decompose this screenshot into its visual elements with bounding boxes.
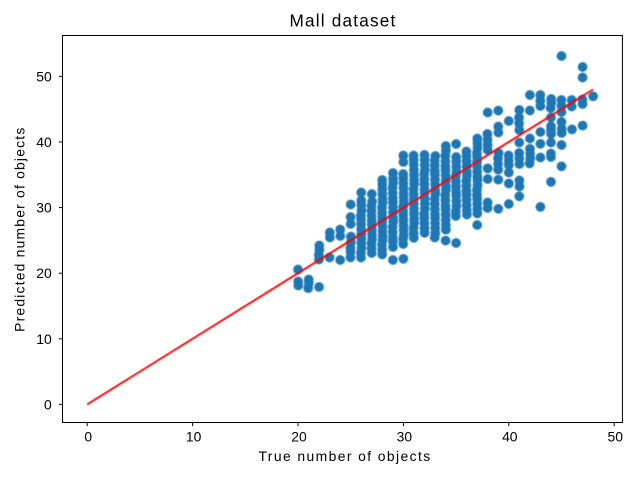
svg-text:40: 40 [36, 134, 52, 150]
svg-text:40: 40 [502, 429, 518, 445]
svg-text:20: 20 [291, 429, 307, 445]
svg-text:30: 30 [397, 429, 413, 445]
svg-text:20: 20 [36, 265, 52, 281]
svg-text:0: 0 [44, 396, 52, 412]
svg-text:50: 50 [36, 68, 52, 84]
svg-text:Predicted number of objects: Predicted number of objects [12, 127, 28, 332]
svg-text:10: 10 [36, 331, 52, 347]
svg-text:Mall dataset: Mall dataset [289, 11, 396, 31]
svg-text:True number of objects: True number of objects [258, 448, 431, 464]
svg-text:50: 50 [607, 429, 623, 445]
svg-text:0: 0 [84, 429, 92, 445]
svg-text:10: 10 [186, 429, 202, 445]
svg-text:30: 30 [36, 200, 52, 216]
